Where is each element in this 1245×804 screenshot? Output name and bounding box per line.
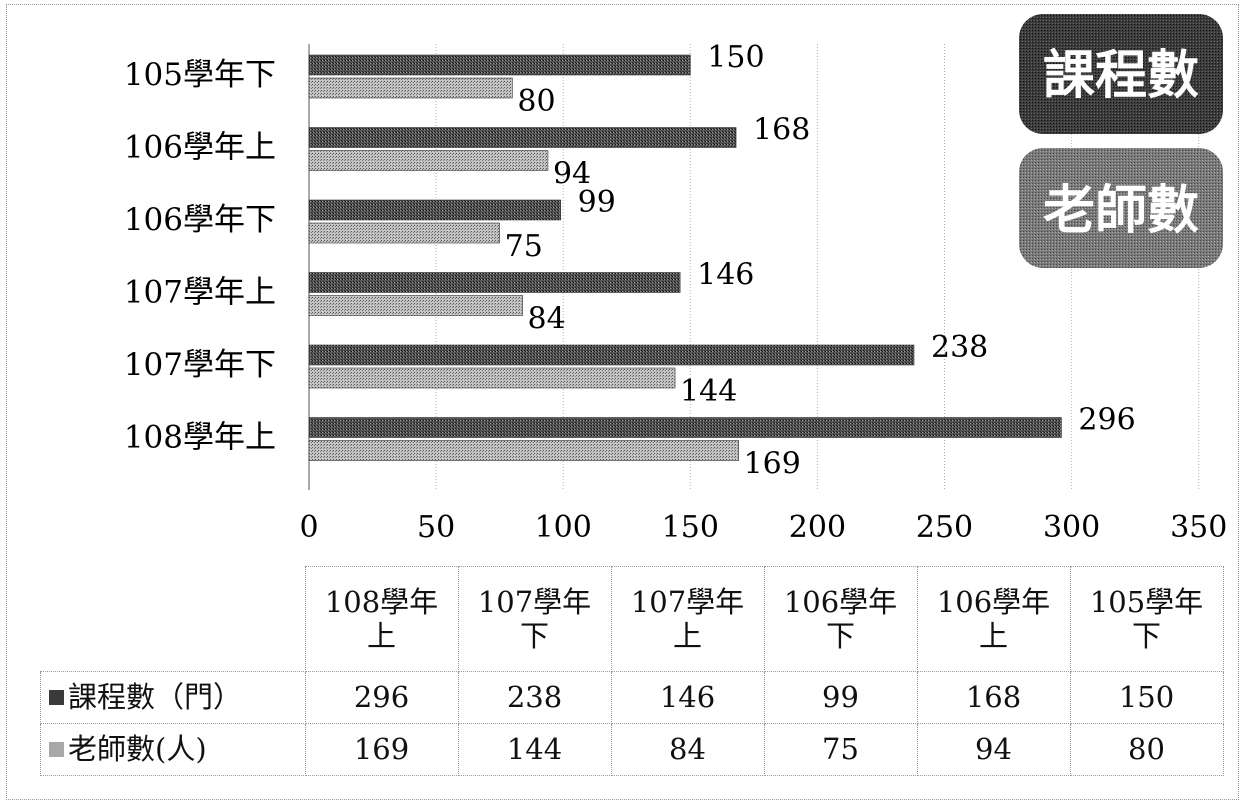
legend: 課程數 老師數 bbox=[1019, 14, 1223, 268]
x-tick-label: 300 bbox=[1043, 510, 1100, 545]
data-table: 108學年上 107學年下 107學年上 106學年下 106學年上 105學年… bbox=[40, 566, 1224, 776]
bar-label-teachers: 94 bbox=[553, 157, 591, 192]
bar-teachers bbox=[308, 222, 500, 244]
table-cell: 169 bbox=[304, 722, 459, 776]
chart-frame bbox=[6, 4, 1239, 800]
bar-label-courses: 99 bbox=[578, 185, 616, 220]
bar-teachers bbox=[308, 295, 523, 316]
value-axis: 0 50 100 150 200 250 300 350 bbox=[299, 510, 1227, 545]
bar-courses bbox=[308, 199, 561, 221]
table-row-courses: 課程數（門） 296 238 146 99 168 150 bbox=[40, 670, 1224, 724]
category-label: 105學年下 bbox=[124, 57, 276, 93]
bar-teachers bbox=[308, 77, 513, 99]
table-cell: 150 bbox=[1069, 670, 1224, 724]
table-cell: 146 bbox=[610, 670, 765, 724]
x-tick-label: 350 bbox=[1170, 510, 1227, 545]
bar-label-courses: 296 bbox=[1078, 403, 1135, 438]
bar-teachers bbox=[308, 440, 739, 461]
category-label: 106學年下 bbox=[124, 202, 276, 238]
x-tick-label: 100 bbox=[535, 510, 592, 545]
bar-courses bbox=[308, 127, 737, 148]
x-tick-label: 200 bbox=[789, 510, 846, 545]
table-header-cell: 107學年上 bbox=[610, 566, 765, 672]
x-tick-label: 50 bbox=[417, 510, 455, 545]
row-header-courses: 課程數（門） bbox=[40, 670, 306, 724]
table-cell: 84 bbox=[610, 722, 765, 776]
x-tick-label: 250 bbox=[916, 510, 973, 545]
category-label: 107學年上 bbox=[124, 275, 276, 311]
table-cell: 168 bbox=[916, 670, 1071, 724]
legend-item-teachers: 老師數 bbox=[1019, 148, 1223, 268]
bar-label-teachers: 75 bbox=[505, 229, 543, 264]
bar-label-teachers: 80 bbox=[517, 84, 555, 119]
x-tick-label: 0 bbox=[299, 510, 318, 545]
category-axis: 105學年下 106學年上 106學年下 107學年上 107學年下 108學年上 bbox=[124, 57, 276, 456]
bar-teachers bbox=[308, 367, 676, 389]
x-tick-label: 150 bbox=[662, 510, 719, 545]
table-header-row: 108學年上 107學年下 107學年上 106學年下 106學年上 105學年… bbox=[40, 566, 1224, 672]
bar-courses bbox=[308, 54, 691, 76]
table-cell: 94 bbox=[916, 722, 1071, 776]
table-corner bbox=[40, 566, 306, 672]
table-row-teachers: 老師數(人) 169 144 84 75 94 80 bbox=[40, 722, 1224, 776]
bar-label-teachers: 169 bbox=[744, 447, 801, 482]
table-header-cell: 105學年下 bbox=[1069, 566, 1224, 672]
category-label: 107學年下 bbox=[124, 347, 276, 383]
category-label: 108學年上 bbox=[124, 420, 276, 456]
table-cell: 75 bbox=[763, 722, 918, 776]
table-header-cell: 107學年下 bbox=[457, 566, 612, 672]
bars bbox=[308, 54, 1062, 461]
legend-label-teachers: 老師數 bbox=[1043, 181, 1199, 241]
bar-courses bbox=[308, 272, 681, 293]
legend-swatch-dark bbox=[49, 690, 64, 705]
legend-label-courses: 課程數 bbox=[1043, 46, 1199, 106]
bar-courses bbox=[308, 344, 915, 366]
legend-swatch-light bbox=[49, 742, 64, 757]
table-cell: 238 bbox=[457, 670, 612, 724]
table-header-cell: 106學年下 bbox=[763, 566, 918, 672]
bar-label-courses: 168 bbox=[753, 113, 810, 148]
bar-label-courses: 238 bbox=[931, 330, 988, 365]
row-header-teachers: 老師數(人) bbox=[40, 722, 306, 776]
table-cell: 144 bbox=[457, 722, 612, 776]
bar-label-courses: 150 bbox=[707, 40, 764, 75]
table-header-cell: 106學年上 bbox=[916, 566, 1071, 672]
legend-item-courses: 課程數 bbox=[1019, 14, 1223, 134]
bar-label-courses: 146 bbox=[697, 258, 754, 293]
bar-label-teachers: 84 bbox=[528, 302, 566, 337]
table-cell: 99 bbox=[763, 670, 918, 724]
table-cell: 296 bbox=[304, 670, 459, 724]
table-header-cell: 108學年上 bbox=[304, 566, 459, 672]
bar-courses bbox=[308, 417, 1062, 438]
category-label: 106學年上 bbox=[124, 130, 276, 166]
bar-teachers bbox=[308, 150, 549, 171]
bar-label-teachers: 144 bbox=[680, 374, 737, 409]
table-cell: 80 bbox=[1069, 722, 1224, 776]
